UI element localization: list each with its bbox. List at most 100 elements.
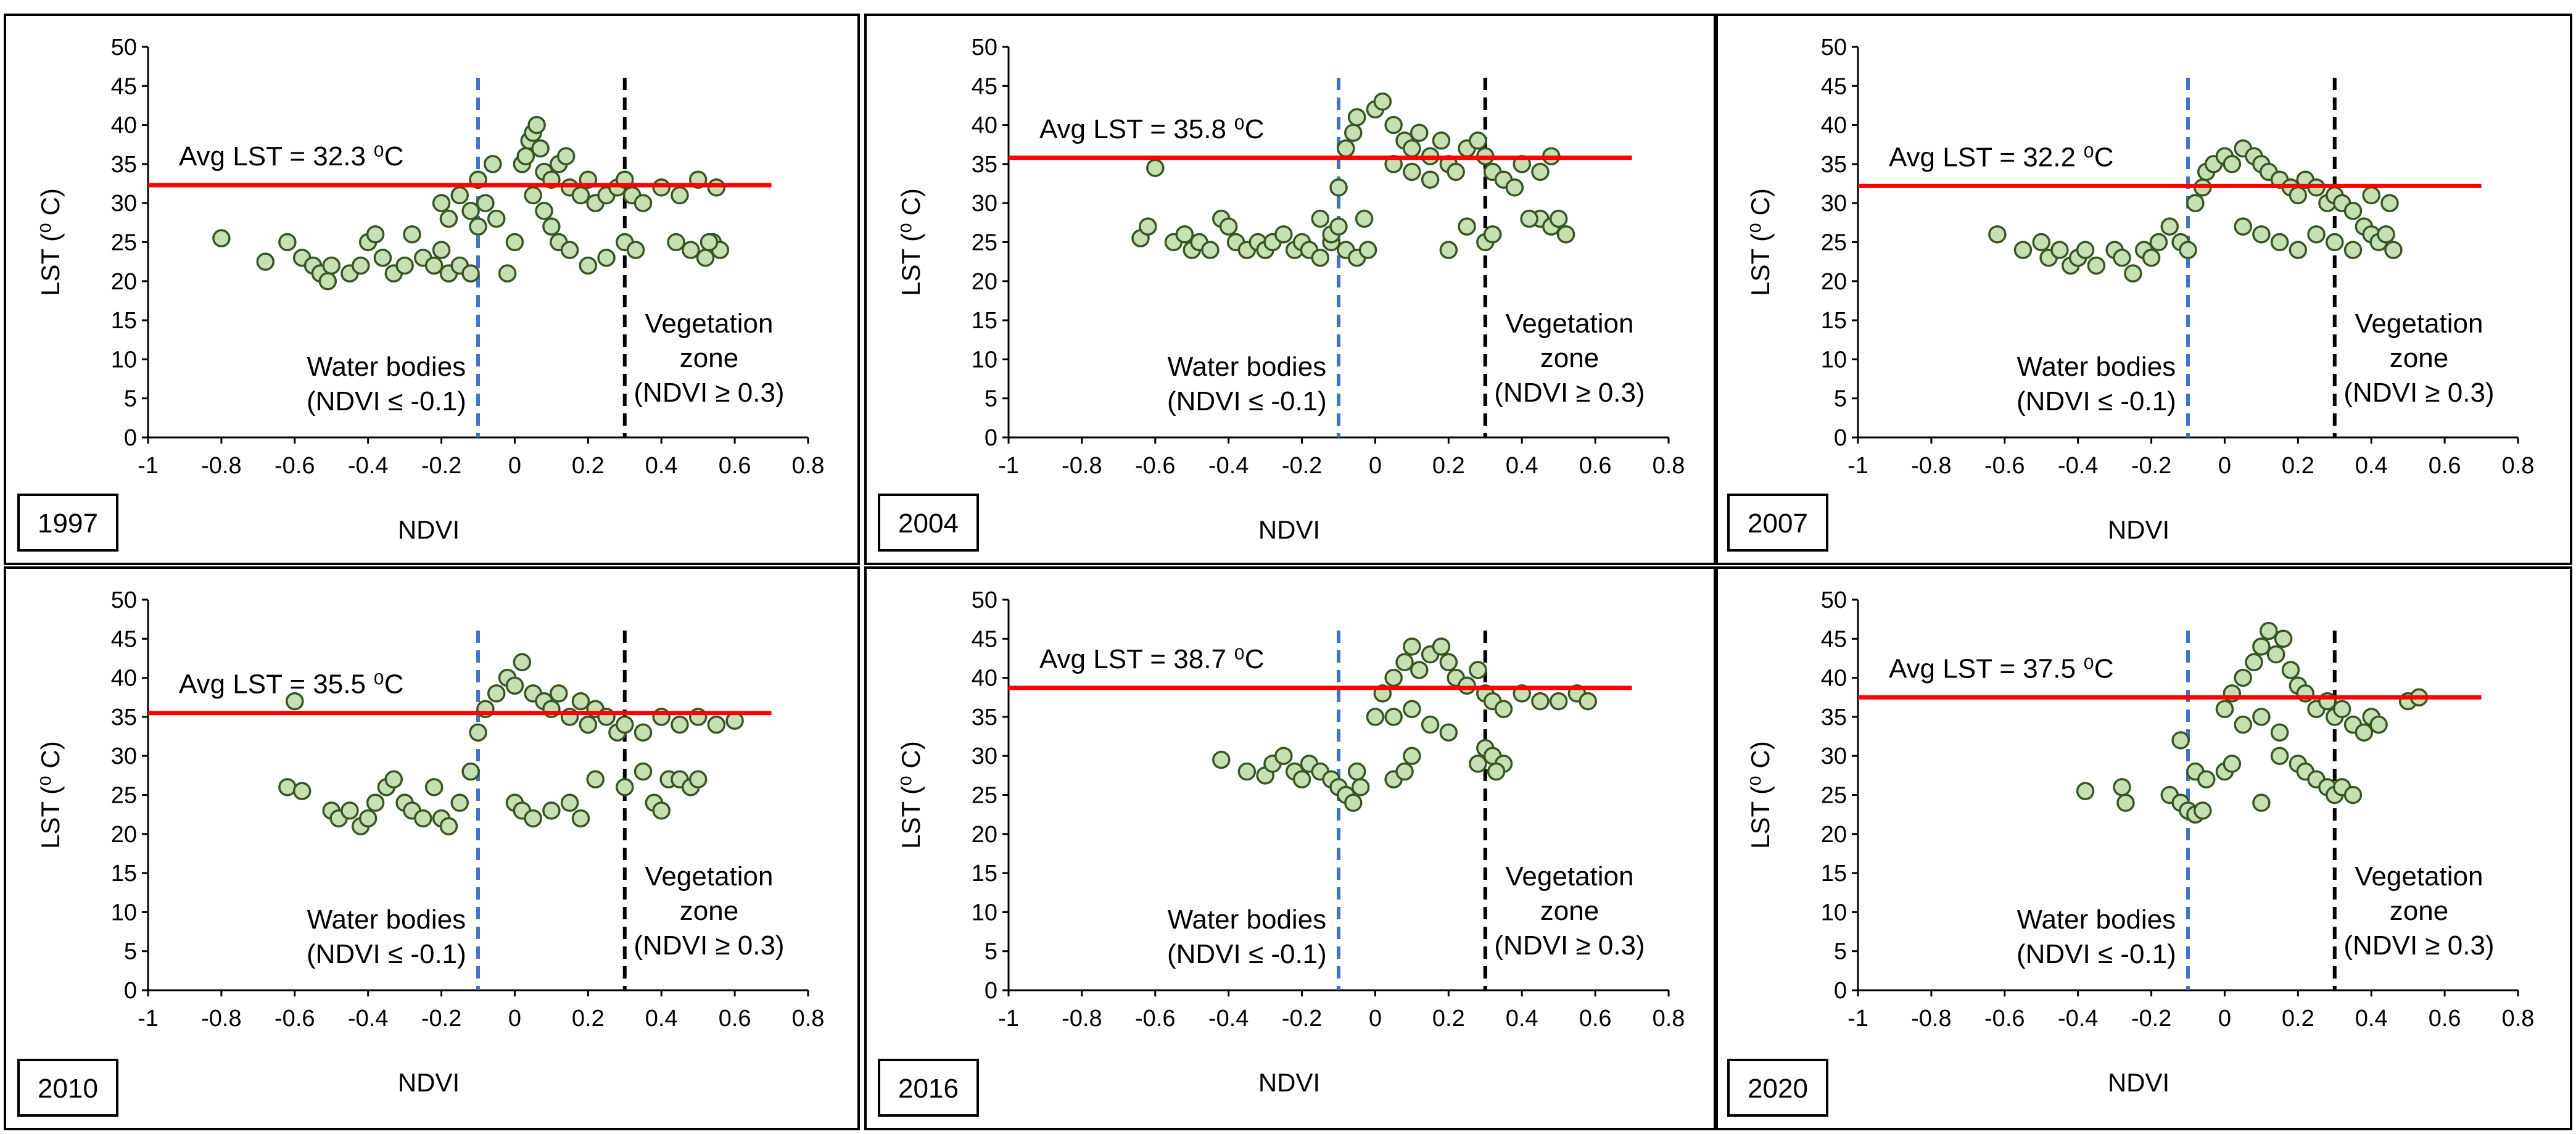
vegetation-zone-label: Vegetation [2355, 861, 2483, 892]
water-bodies-label: Water bodies [2017, 904, 2176, 935]
y-tick-label: 30 [972, 191, 997, 217]
x-tick-label: -1 [1847, 1006, 1868, 1032]
x-tick-label: -1 [998, 453, 1019, 479]
data-point [2281, 661, 2300, 679]
data-point [2274, 629, 2293, 648]
data-point [1421, 715, 1440, 734]
chart-panel-2016: 0 5 10 15 20 25 30 35 40 45 50 -1 -0.8 -0.6 -0.4 -0.2 0 0… [864, 566, 1718, 1130]
y-tick-label: 50 [1821, 35, 1847, 60]
data-point [2260, 621, 2278, 640]
data-point [366, 793, 385, 812]
y-tick-label: 20 [1821, 822, 1847, 848]
vegetation-zone-word: zone [680, 343, 738, 373]
vegetation-zone-range-label: (NDVI ≥ 0.3) [1494, 378, 1645, 408]
data-point [2252, 637, 2271, 656]
vegetation-zone-word: zone [1540, 343, 1599, 373]
data-point [2223, 155, 2242, 173]
y-tick-label: 10 [111, 900, 137, 925]
year-label: 2010 [38, 1074, 98, 1104]
water-bodies-range-label: (NDVI ≤ -0.1) [307, 386, 466, 416]
x-tick-label: -1 [998, 1006, 1019, 1032]
y-tick-label: 30 [1821, 743, 1847, 769]
year-label: 2016 [898, 1074, 959, 1104]
y-tick-label: 25 [972, 783, 997, 809]
data-point [1531, 162, 1550, 181]
panel-frame [1714, 566, 2572, 1130]
data-point [1579, 692, 1597, 711]
data-point [550, 684, 568, 703]
data-point [2032, 233, 2050, 252]
x-tick-label: -1 [138, 1006, 159, 1032]
data-point [2234, 217, 2252, 236]
y-tick-label: 5 [1834, 939, 1847, 965]
data-point [2270, 723, 2289, 742]
data-point [322, 256, 341, 275]
x-tick-label: 0.6 [1579, 453, 1612, 479]
data-point [1988, 225, 2007, 244]
data-point [2142, 249, 2161, 267]
y-tick-label: 20 [111, 822, 137, 848]
data-point [2186, 194, 2205, 212]
data-point [524, 809, 542, 828]
data-point [1421, 170, 1440, 189]
data-point [1403, 700, 1421, 718]
year-label: 2004 [898, 508, 959, 539]
data-point [2087, 256, 2106, 275]
data-point [1403, 139, 1421, 158]
vegetation-zone-label: Vegetation [645, 861, 774, 892]
data-point [461, 264, 480, 283]
y-tick-label: 40 [111, 113, 137, 139]
x-tick-label: 0.6 [719, 1006, 751, 1032]
x-tick-label: 0.2 [572, 453, 605, 479]
data-point [1520, 209, 1538, 228]
x-tick-label: 0 [2218, 453, 2231, 479]
data-point [1556, 225, 1575, 244]
data-point [414, 809, 432, 828]
x-tick-label: 0.4 [2355, 453, 2388, 479]
vegetation-zone-label: Vegetation [645, 308, 774, 339]
year-label: 2007 [1748, 508, 1808, 539]
x-tick-label: 0.8 [2502, 1006, 2535, 1032]
data-point [707, 178, 726, 197]
y-tick-label: 0 [1834, 978, 1847, 1004]
data-point [2270, 233, 2289, 252]
data-point [616, 778, 634, 797]
data-point [1139, 217, 1157, 236]
data-point [1175, 225, 1194, 244]
data-point [1531, 692, 1550, 711]
data-point [484, 155, 502, 173]
data-point [2380, 194, 2399, 212]
data-point [1395, 653, 1414, 672]
data-point [542, 801, 561, 820]
data-point [1384, 115, 1403, 135]
data-point [2252, 708, 2271, 726]
data-point [439, 209, 458, 228]
x-tick-label: 0.8 [1653, 453, 1685, 479]
y-tick-label: 15 [1821, 861, 1847, 887]
y-axis-title: LST (⁰ C) [36, 741, 65, 849]
data-point [535, 202, 553, 220]
data-point [2215, 700, 2234, 718]
data-point [2194, 801, 2212, 820]
vegetation-zone-range-label: (NDVI ≥ 0.3) [1494, 930, 1645, 961]
vegetation-zone-range-label: (NDVI ≥ 0.3) [634, 930, 784, 961]
data-point [707, 715, 726, 734]
data-point [212, 229, 231, 247]
y-tick-label: 35 [972, 152, 997, 178]
y-axis-title: LST (⁰ C) [36, 188, 65, 296]
data-point [700, 233, 719, 252]
data-point [2307, 225, 2326, 244]
data-point [1344, 123, 1363, 143]
data-point [1358, 241, 1377, 259]
x-tick-label: -0.4 [2058, 453, 2098, 479]
avg-lst-label: Avg LST = 32.3 ⁰C [179, 141, 404, 172]
y-tick-label: 35 [111, 152, 137, 178]
water-bodies-range-label: (NDVI ≤ -0.1) [2017, 939, 2176, 969]
y-tick-label: 25 [1821, 230, 1847, 256]
x-tick-label: 0.6 [1579, 1006, 1612, 1032]
data-point [524, 186, 542, 205]
data-point [2289, 186, 2308, 205]
y-tick-label: 10 [972, 347, 997, 373]
data-point [424, 778, 444, 797]
